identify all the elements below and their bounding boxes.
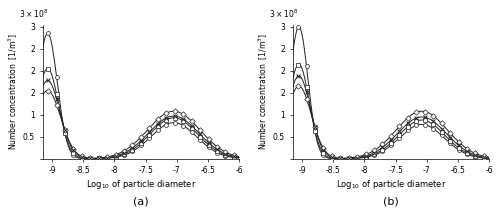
Text: $3\times10^{8}$: $3\times10^{8}$ xyxy=(269,8,298,20)
Y-axis label: Number concentration  [1/m$^3$]: Number concentration [1/m$^3$] xyxy=(257,33,270,150)
X-axis label: Log$_{10}$ of particle diameter: Log$_{10}$ of particle diameter xyxy=(336,178,446,191)
Text: (a): (a) xyxy=(133,196,149,206)
Text: $3\times10^{8}$: $3\times10^{8}$ xyxy=(19,8,48,20)
Text: (b): (b) xyxy=(383,196,399,206)
Y-axis label: Number concentration  [1/m$^3$]: Number concentration [1/m$^3$] xyxy=(7,33,20,150)
X-axis label: Log$_{10}$ of particle diameter: Log$_{10}$ of particle diameter xyxy=(86,178,196,191)
